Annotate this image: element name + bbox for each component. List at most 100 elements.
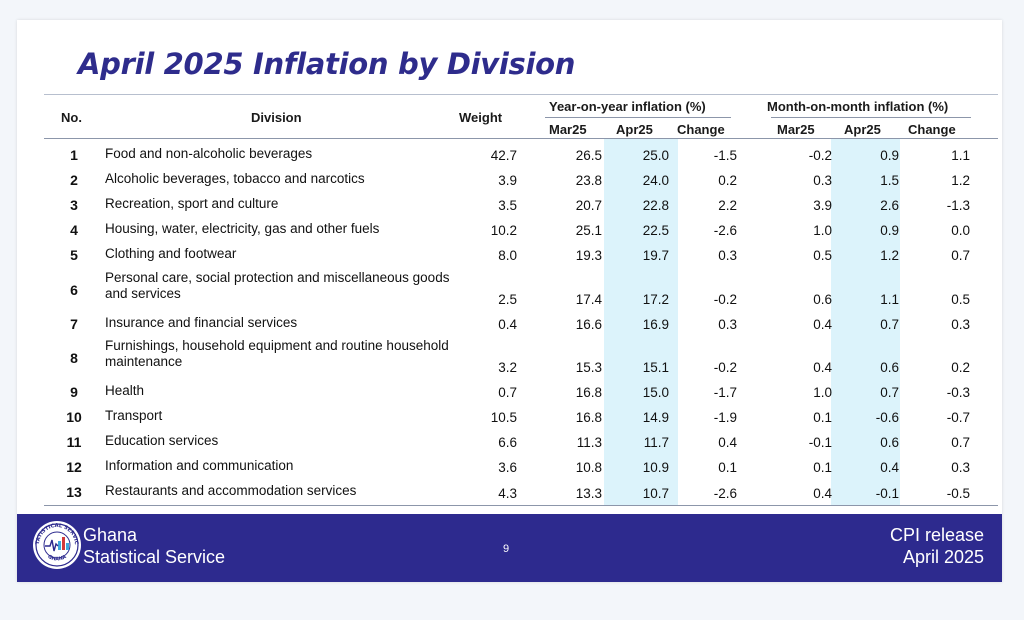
header-no: No. xyxy=(61,110,82,125)
cell-yoy-mar: 16.8 xyxy=(575,385,602,400)
cell-yoy-apr: 24.0 xyxy=(642,173,669,188)
header-mom-apr25: Apr25 xyxy=(844,122,881,137)
cell-mom-chg: 0.7 xyxy=(951,248,970,263)
row-number: 10 xyxy=(66,409,82,425)
svg-text:GHANA: GHANA xyxy=(46,554,67,563)
cell-yoy-apr: 11.7 xyxy=(643,435,669,450)
cell-mom-mar: -0.1 xyxy=(808,435,832,450)
release-line2: April 2025 xyxy=(902,547,984,567)
cell-yoy-chg: -0.2 xyxy=(713,360,737,375)
division-name: Personal care, social protection and mis… xyxy=(105,270,450,301)
cell-yoy-chg: -1.9 xyxy=(713,410,737,425)
org-name-line1: Ghana xyxy=(83,525,138,545)
cell-mom-mar: 0.1 xyxy=(813,410,832,425)
header-yoy-mar25: Mar25 xyxy=(549,122,587,137)
cell-mom-mar: 0.6 xyxy=(813,292,832,307)
row-number: 11 xyxy=(66,434,82,450)
cell-weight: 42.7 xyxy=(490,148,517,163)
cell-mom-mar: 0.4 xyxy=(813,360,832,375)
cell-mom-apr: 0.9 xyxy=(880,148,899,163)
division-name: Alcoholic beverages, tobacco and narcoti… xyxy=(105,171,365,186)
release-line1: CPI release xyxy=(889,525,984,545)
cell-weight: 10.2 xyxy=(490,223,517,238)
cell-mom-apr: 0.6 xyxy=(880,435,899,450)
cell-mom-apr: 1.1 xyxy=(880,292,899,307)
row-number: 2 xyxy=(70,172,78,188)
apr25-mom-highlight xyxy=(831,138,900,505)
row-number: 8 xyxy=(70,350,78,366)
division-name: Information and communication xyxy=(105,458,294,473)
cell-yoy-mar: 10.8 xyxy=(575,460,602,475)
cell-yoy-mar: 26.5 xyxy=(575,148,602,163)
cell-yoy-apr: 16.9 xyxy=(642,317,669,332)
cell-yoy-mar: 15.3 xyxy=(575,360,602,375)
cell-yoy-mar: 16.6 xyxy=(575,317,602,332)
cell-yoy-chg: -1.7 xyxy=(713,385,737,400)
cell-weight: 3.6 xyxy=(498,460,517,475)
page-number: 9 xyxy=(503,543,510,555)
slide: April 2025 Inflation by Division No. Div… xyxy=(17,20,1002,582)
row-number: 4 xyxy=(70,222,78,238)
cell-yoy-apr: 10.9 xyxy=(642,460,669,475)
cell-mom-mar: 1.0 xyxy=(813,385,832,400)
header-weight: Weight xyxy=(459,110,503,125)
cell-mom-apr: -0.1 xyxy=(875,486,899,501)
mom-group-rule xyxy=(771,117,971,118)
cell-weight: 3.9 xyxy=(498,173,517,188)
page-title: April 2025 Inflation by Division xyxy=(78,47,576,81)
cell-mom-chg: -0.7 xyxy=(946,410,970,425)
header-division: Division xyxy=(251,110,302,125)
table-bottom-rule xyxy=(44,505,998,506)
yoy-group-rule xyxy=(545,117,731,118)
table-header-rule xyxy=(44,138,998,139)
cell-yoy-chg: 2.2 xyxy=(718,198,737,213)
row-number: 3 xyxy=(70,197,78,213)
cell-mom-mar: 0.3 xyxy=(813,173,832,188)
cell-mom-mar: 0.5 xyxy=(813,248,832,263)
division-name: Housing, water, electricity, gas and oth… xyxy=(105,221,380,236)
cell-yoy-apr: 15.1 xyxy=(642,360,669,375)
cell-yoy-apr: 19.7 xyxy=(642,248,669,263)
cell-mom-mar: 0.1 xyxy=(813,460,832,475)
row-number: 12 xyxy=(66,459,82,475)
cell-mom-mar: 0.4 xyxy=(813,486,832,501)
cell-yoy-chg: 0.4 xyxy=(718,435,737,450)
cell-yoy-mar: 11.3 xyxy=(576,435,602,450)
cell-yoy-mar: 16.8 xyxy=(575,410,602,425)
cell-mom-chg: 1.1 xyxy=(951,148,970,163)
cell-mom-chg: 0.3 xyxy=(951,460,970,475)
row-number: 9 xyxy=(70,384,78,400)
cell-mom-chg: 0.0 xyxy=(951,223,970,238)
cell-weight: 3.5 xyxy=(498,198,517,213)
division-name: Clothing and footwear xyxy=(105,246,237,261)
cell-mom-chg: -0.3 xyxy=(946,385,970,400)
cell-yoy-apr: 25.0 xyxy=(642,148,669,163)
row-number: 6 xyxy=(70,282,78,298)
cell-yoy-apr: 17.2 xyxy=(642,292,669,307)
footer-bar: STATISTICAL SERVICE GHANA Ghana Statisti… xyxy=(17,514,1002,582)
division-name: Food and non-alcoholic beverages xyxy=(105,146,313,161)
cell-mom-mar: 3.9 xyxy=(813,198,832,213)
cell-weight: 8.0 xyxy=(498,248,517,263)
cell-yoy-chg: 0.2 xyxy=(718,173,737,188)
cell-weight: 0.4 xyxy=(498,317,517,332)
cell-yoy-apr: 14.9 xyxy=(642,410,669,425)
cell-yoy-mar: 25.1 xyxy=(575,223,602,238)
header-yoy-change: Change xyxy=(677,122,725,137)
cell-yoy-mar: 20.7 xyxy=(575,198,602,213)
cell-yoy-apr: 10.7 xyxy=(642,486,669,501)
header-mom-group: Month-on-month inflation (%) xyxy=(767,99,949,114)
cell-mom-apr: -0.6 xyxy=(875,410,899,425)
row-number: 5 xyxy=(70,247,78,263)
cell-mom-chg: 1.2 xyxy=(951,173,970,188)
cell-yoy-apr: 15.0 xyxy=(642,385,669,400)
header-mom-change: Change xyxy=(908,122,956,137)
cell-weight: 6.6 xyxy=(498,435,517,450)
org-name-line2: Statistical Service xyxy=(83,547,226,567)
cell-yoy-chg: -1.5 xyxy=(713,148,737,163)
header-yoy-group: Year-on-year inflation (%) xyxy=(549,99,706,114)
cell-weight: 10.5 xyxy=(490,410,517,425)
division-name: Transport xyxy=(105,408,163,423)
cell-mom-apr: 0.4 xyxy=(880,460,899,475)
cell-weight: 2.5 xyxy=(498,292,517,307)
